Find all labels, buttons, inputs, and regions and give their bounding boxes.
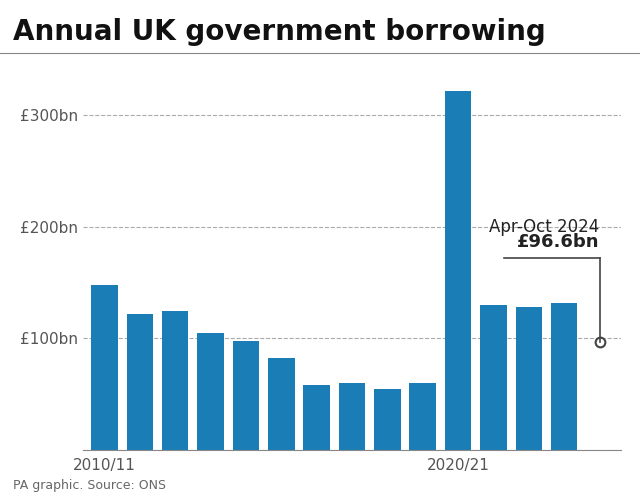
Text: PA graphic. Source: ONS: PA graphic. Source: ONS <box>13 480 166 492</box>
Bar <box>91 285 118 450</box>
Bar <box>445 90 472 450</box>
Text: Annual UK government borrowing: Annual UK government borrowing <box>13 18 545 46</box>
Bar <box>268 358 294 450</box>
Bar <box>339 383 365 450</box>
Bar <box>551 302 577 450</box>
Bar <box>516 307 542 450</box>
Bar <box>162 310 188 450</box>
Bar <box>197 333 224 450</box>
Bar <box>410 383 436 450</box>
Text: £96.6bn: £96.6bn <box>517 234 600 252</box>
Bar <box>374 388 401 450</box>
Bar <box>127 314 153 450</box>
Bar <box>303 386 330 450</box>
Bar <box>480 305 507 450</box>
Bar <box>232 340 259 450</box>
Text: Apr-Oct 2024: Apr-Oct 2024 <box>490 218 600 236</box>
